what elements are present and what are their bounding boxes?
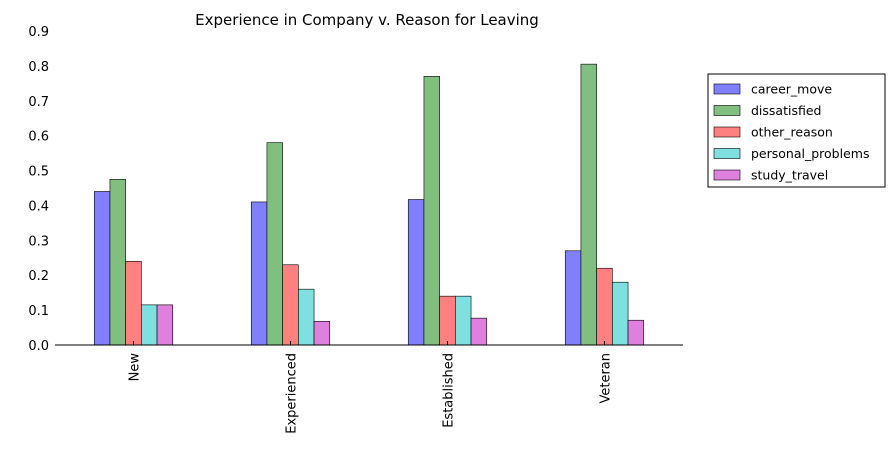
legend-swatch-career_move bbox=[713, 83, 741, 95]
bar-career_move-new bbox=[93, 191, 111, 346]
legend-label-dissatisfied: dissatisfied bbox=[751, 103, 821, 118]
legend-label-personal_problems: personal_problems bbox=[751, 146, 869, 161]
bar-career_move-veteran bbox=[564, 250, 582, 346]
legend: career_move dissatisfied other_reasonperso… bbox=[707, 73, 886, 188]
x-tick-label-new: New bbox=[128, 353, 143, 382]
bar-other_reason-established bbox=[439, 295, 456, 346]
y-tick-label: 0.1 bbox=[28, 304, 49, 319]
bar-study_travel-veteran bbox=[627, 319, 645, 346]
bar-other_reason-new bbox=[125, 260, 142, 346]
x-tick-label-veteran: Veteran bbox=[599, 353, 614, 404]
y-tick-label: 0.0 bbox=[28, 339, 49, 354]
axes-group bbox=[55, 344, 683, 346]
y-ticks-group: 0.0 0.1 0.2 0.3 0.4 0.5 0.6 0.7 0.8 0.9 bbox=[28, 25, 49, 354]
legend-swatch-study_travel bbox=[713, 169, 741, 181]
bar-study_travel-established bbox=[470, 317, 488, 346]
bar-dissatisfied-new bbox=[109, 178, 126, 346]
y-tick-label: 0.8 bbox=[28, 60, 49, 75]
y-tick-label: 0.9 bbox=[28, 25, 49, 40]
x-tick-label-established: Established bbox=[442, 353, 457, 428]
legend-label-study_travel: study_travel bbox=[751, 168, 828, 183]
bar-career_move-experienced bbox=[250, 201, 268, 346]
y-tick-label: 0.4 bbox=[28, 199, 49, 214]
bar-dissatisfied-veteran bbox=[580, 63, 597, 346]
bar-dissatisfied-experienced bbox=[266, 142, 283, 346]
legend-label-career_move: career_move bbox=[751, 82, 832, 97]
y-tick-label: 0.7 bbox=[28, 95, 49, 110]
y-tick-label: 0.5 bbox=[28, 165, 49, 180]
y-tick-label: 0.2 bbox=[28, 269, 49, 284]
legend-swatch-other_reason bbox=[713, 126, 741, 138]
bar-career_move-established bbox=[407, 199, 425, 346]
y-tick-label: 0.3 bbox=[28, 234, 49, 249]
chart-title: Experience in Company v. Reason for Leav… bbox=[195, 11, 539, 29]
bar-personal_problems-experienced bbox=[298, 288, 315, 346]
bar-personal_problems-established bbox=[455, 295, 472, 346]
legend-label-other_reason: other_reason bbox=[751, 125, 833, 140]
bar-other_reason-veteran bbox=[596, 267, 613, 346]
x-ticks-group: New Experienced Established Veteran bbox=[128, 341, 614, 434]
bar-dissatisfied-established bbox=[423, 76, 440, 346]
y-tick-label: 0.6 bbox=[28, 130, 49, 145]
x-tick-label-experienced: Experienced bbox=[285, 353, 300, 434]
bar-personal_problems-veteran bbox=[612, 281, 629, 346]
bars-group bbox=[93, 63, 645, 346]
bar-study_travel-experienced bbox=[313, 320, 331, 346]
legend-swatch-personal_problems bbox=[713, 148, 741, 159]
bar-personal_problems-new bbox=[141, 304, 158, 346]
bar-study_travel-new bbox=[156, 304, 174, 346]
legend-swatch-dissatisfied bbox=[713, 105, 741, 116]
bar-other_reason-experienced bbox=[282, 264, 299, 346]
